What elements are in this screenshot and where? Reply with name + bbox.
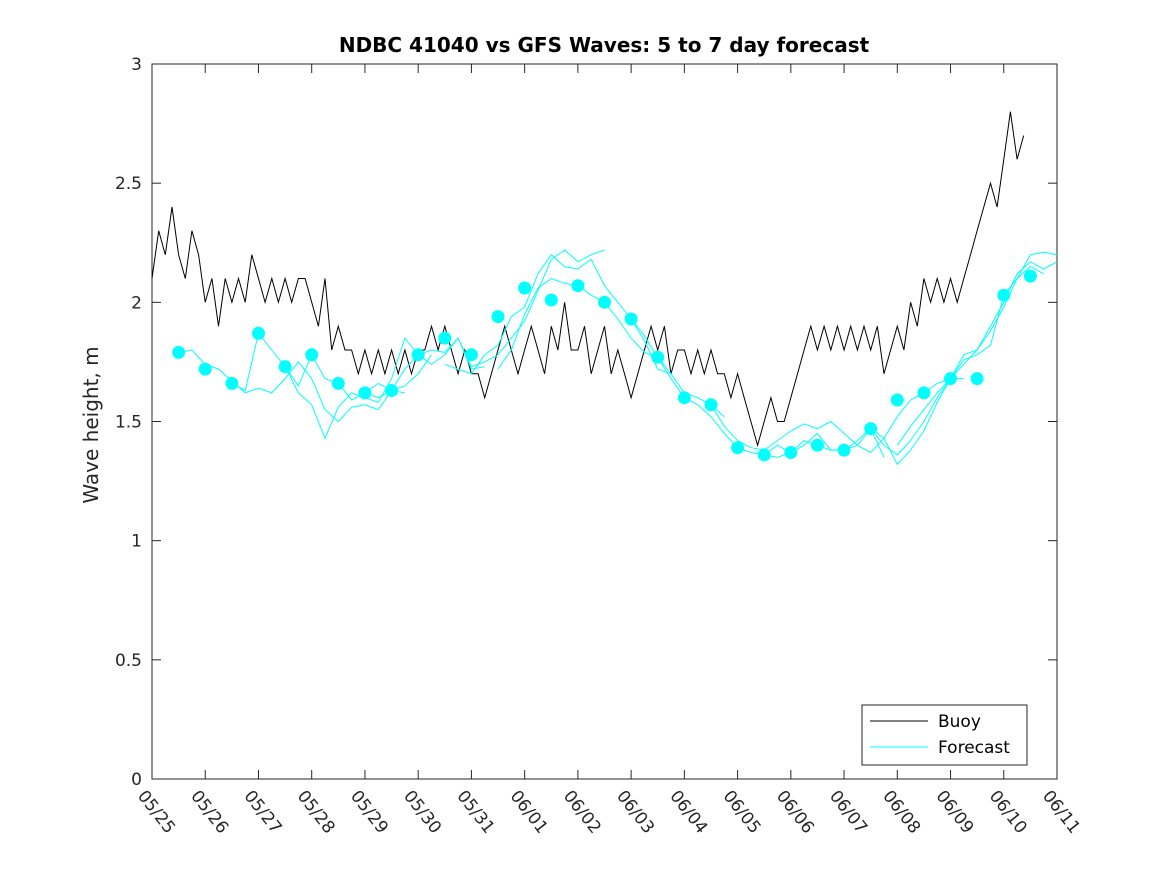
forecast-marker (225, 376, 239, 390)
legend: Buoy Forecast (861, 704, 1028, 766)
forecast-marker (837, 443, 851, 457)
forecast-marker (305, 348, 319, 362)
forecast-series-line (284, 337, 485, 440)
forecast-marker (624, 312, 638, 326)
forecast-marker (464, 348, 478, 362)
forecast-series-line (870, 261, 1058, 466)
forecast-series-line (231, 332, 432, 401)
forecast-series-line (763, 265, 1044, 456)
forecast-marker (890, 393, 904, 407)
forecast-marker (757, 448, 771, 462)
forecast-marker (704, 398, 718, 412)
y-axis-label: Wave height, m (79, 346, 103, 503)
forecast-marker (438, 331, 452, 345)
forecast-marker (385, 384, 399, 397)
forecast-marker (358, 386, 372, 400)
forecast-marker (997, 288, 1011, 302)
forecast-marker (491, 310, 505, 324)
forecast-marker (278, 360, 292, 374)
y-tick-label: 0 (131, 770, 142, 790)
forecast-marker (677, 391, 691, 405)
forecast-marker (198, 362, 212, 376)
y-tick-label: 1 (131, 532, 142, 552)
legend-buoy-label: Buoy (938, 712, 981, 732)
y-tick-label: 2 (131, 293, 142, 313)
legend-forecast-label: Forecast (938, 738, 1010, 758)
forecast-marker (917, 386, 931, 400)
chart-title: NDBC 41040 vs GFS Waves: 5 to 7 day fore… (339, 33, 870, 57)
forecast-marker (944, 372, 957, 386)
forecast-marker (598, 295, 611, 309)
forecast-marker (864, 422, 878, 436)
forecast-series-line (896, 251, 1058, 446)
forecast-marker (544, 293, 558, 307)
y-tick-label: 0.5 (115, 651, 142, 671)
legend-box (861, 704, 1028, 766)
forecast-marker (331, 376, 345, 390)
forecast-series-line (364, 249, 605, 394)
forecast-marker (784, 446, 798, 459)
forecast-series-line (178, 349, 405, 423)
forecast-marker (970, 372, 984, 386)
forecast-marker (651, 350, 665, 364)
forecast-marker (411, 348, 425, 362)
y-tick-label: 1.5 (115, 413, 142, 433)
forecast-marker (810, 438, 824, 452)
forecast-marker (731, 441, 745, 455)
y-tick-label: 2.5 (115, 174, 142, 194)
forecast-marker (252, 326, 265, 340)
y-tick-label: 3 (131, 55, 142, 75)
forecast-marker (1023, 269, 1037, 283)
forecast-marker (571, 279, 585, 293)
buoy-series-line (151, 111, 1025, 448)
forecast-marker (518, 281, 532, 295)
forecast-marker (172, 345, 186, 359)
